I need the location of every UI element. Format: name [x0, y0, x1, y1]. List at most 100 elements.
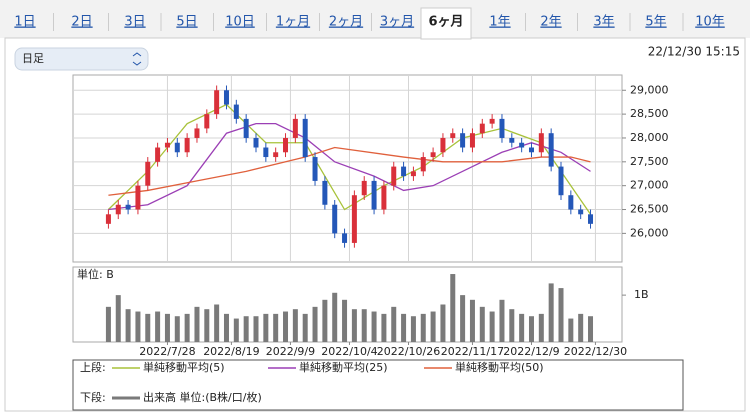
- period-selector[interactable]: [14, 47, 149, 71]
- candle-body: [371, 180, 377, 210]
- candle-body: [538, 133, 544, 153]
- tab[interactable]: 1ヶ月: [276, 15, 310, 30]
- volume-bar: [489, 311, 495, 342]
- legend-lower-label: 下段:: [80, 390, 106, 404]
- tab[interactable]: 2年: [540, 15, 561, 30]
- volume-bar: [302, 313, 308, 342]
- volume-bar: [155, 311, 161, 342]
- volume-bar: [499, 299, 505, 342]
- legend-upper-label: 上段:: [80, 360, 106, 374]
- volume-bar: [164, 313, 170, 342]
- active-tab[interactable]: [420, 7, 472, 40]
- volume-bar: [519, 313, 525, 342]
- volume-bar: [361, 309, 367, 342]
- tab[interactable]: 5年: [645, 15, 666, 30]
- candle-body: [420, 157, 426, 172]
- candle-body: [361, 180, 367, 196]
- y-tick-label: 1B: [634, 288, 649, 301]
- volume-bar: [410, 316, 416, 342]
- volume-bar: [174, 316, 180, 342]
- volume-bar: [105, 306, 111, 342]
- moving-average-line: [108, 123, 591, 211]
- tab[interactable]: 3年: [593, 15, 614, 30]
- y-tick-label: 28,000: [630, 131, 669, 144]
- y-tick-label: 27,500: [630, 155, 669, 168]
- candle-body: [499, 118, 505, 138]
- candle-body: [135, 185, 141, 210]
- tab[interactable]: 2日: [71, 15, 92, 30]
- tab[interactable]: 10日: [225, 15, 255, 30]
- x-tick-label: 2022/12/30: [564, 345, 627, 358]
- volume-bar: [430, 311, 436, 342]
- candle-body: [381, 185, 387, 210]
- candle-body: [243, 118, 249, 138]
- candle-body: [283, 137, 289, 153]
- candle-body: [214, 90, 220, 115]
- volume-bar: [391, 306, 397, 342]
- candle-body: [174, 142, 180, 153]
- tab[interactable]: 5日: [176, 15, 197, 30]
- tab[interactable]: 6ヶ月: [428, 15, 463, 30]
- volume-bar: [450, 274, 456, 342]
- volume-bar: [538, 313, 544, 342]
- tab[interactable]: 3日: [124, 15, 145, 30]
- legend-label: 出来高 単位:(B株/口/枚): [143, 390, 262, 404]
- moving-average-line: [108, 146, 591, 196]
- candle-body: [509, 137, 515, 143]
- panel-unit: 単位: B: [77, 267, 114, 281]
- x-tick-label: 2022/11/17: [441, 345, 504, 358]
- candle-body: [578, 209, 584, 215]
- x-tick-label: 2022/10/4: [321, 345, 377, 358]
- volume-bar: [184, 313, 190, 342]
- candle-body: [410, 171, 416, 177]
- candle-body: [164, 142, 170, 148]
- selector-arrow[interactable]: [132, 52, 142, 66]
- volume-bar: [381, 313, 387, 342]
- candle-body: [519, 142, 525, 148]
- candle-body: [401, 166, 407, 177]
- candle-body: [302, 118, 308, 158]
- volume-bar: [578, 313, 584, 342]
- volume-bar: [292, 309, 298, 342]
- price-plot: [72, 74, 623, 263]
- candle-body: [125, 204, 131, 210]
- volume-bar: [223, 313, 229, 342]
- candle-body: [115, 204, 121, 215]
- candle-body: [194, 128, 200, 138]
- tab[interactable]: 1日: [14, 15, 35, 30]
- candle-body: [223, 90, 229, 105]
- candle-body: [460, 133, 466, 148]
- candle-body: [105, 214, 111, 224]
- volume-bar: [283, 311, 289, 342]
- tab[interactable]: 1年: [489, 15, 510, 30]
- candle-body: [263, 147, 269, 158]
- volume-bar: [115, 295, 121, 342]
- volume-bar: [135, 311, 141, 342]
- candle-body: [351, 195, 357, 243]
- candle-body: [204, 114, 210, 129]
- y-tick-label: 26,500: [630, 203, 669, 216]
- tab[interactable]: 10年: [695, 15, 725, 30]
- legend-label: 単純移動平均(5): [143, 360, 225, 374]
- candle-body: [292, 118, 298, 138]
- candle-body: [489, 118, 495, 124]
- legend-label: 単純移動平均(25): [299, 360, 388, 374]
- volume-bar: [509, 309, 515, 342]
- volume-bar: [568, 318, 574, 342]
- candle-body: [568, 195, 574, 210]
- candle-body: [145, 161, 151, 186]
- volume-bar: [312, 306, 318, 342]
- volume-bar: [548, 283, 554, 342]
- legend-label: 単純移動平均(50): [455, 360, 544, 374]
- x-tick-label: 2022/9/9: [266, 345, 315, 358]
- volume-bar: [194, 306, 200, 342]
- volume-bar: [460, 295, 466, 342]
- volume-bar: [440, 304, 446, 342]
- tab[interactable]: 3ヶ月: [380, 15, 414, 30]
- volume-bar: [273, 313, 279, 342]
- selector-label[interactable]: 日足: [22, 52, 44, 65]
- tab[interactable]: 2ヶ月: [329, 15, 363, 30]
- volume-bar: [322, 299, 328, 342]
- volume-bar: [243, 316, 249, 342]
- volume-bar: [332, 292, 338, 342]
